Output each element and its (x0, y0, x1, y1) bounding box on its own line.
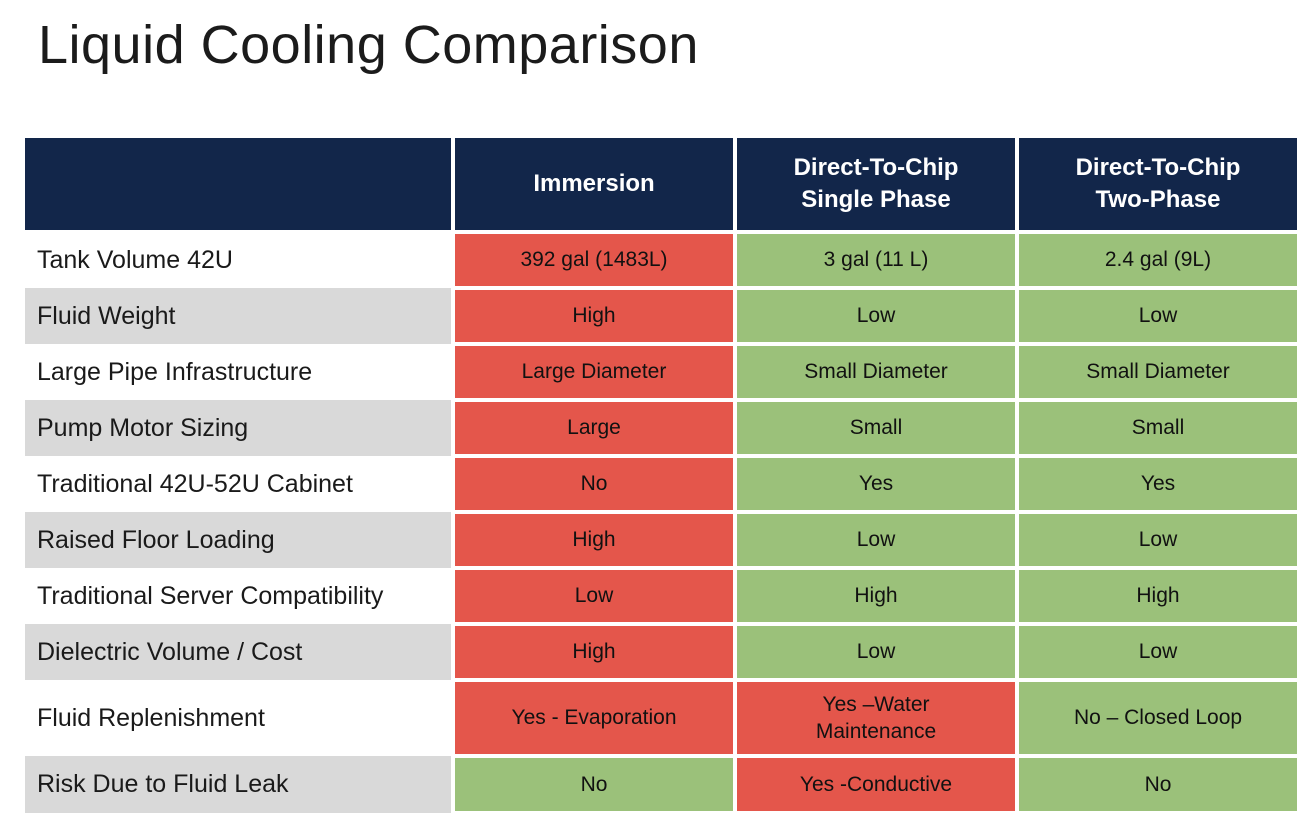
row-label: Traditional Server Compatibility (25, 568, 451, 624)
value-cell: Low (1019, 514, 1297, 566)
header-cell-blank (25, 138, 451, 230)
header-cell-dtc-two-phase: Direct-To-Chip Two-Phase (1019, 138, 1297, 230)
value-cell: Small (1019, 402, 1297, 454)
value-cell: Low (1019, 290, 1297, 342)
header-cell-immersion: Immersion (455, 138, 733, 230)
value-cell: High (455, 626, 733, 678)
row-label: Risk Due to Fluid Leak (25, 756, 451, 813)
table-row: Traditional Server Compatibility Low Hig… (25, 568, 1297, 624)
value-cell: No (455, 458, 733, 510)
value-cell: Low (737, 290, 1015, 342)
value-cell: Low (455, 570, 733, 622)
comparison-table: Immersion Direct-To-Chip Single Phase Di… (25, 138, 1297, 813)
table-row: Raised Floor Loading High Low Low (25, 512, 1297, 568)
table-row: Dielectric Volume / Cost High Low Low (25, 624, 1297, 680)
value-cell: Small (737, 402, 1015, 454)
row-label: Large Pipe Infrastructure (25, 344, 451, 400)
value-cell: Low (737, 626, 1015, 678)
value-cell: 2.4 gal (9L) (1019, 234, 1297, 286)
value-cell: Large Diameter (455, 346, 733, 398)
value-cell: 3 gal (11 L) (737, 234, 1015, 286)
table-row: Large Pipe Infrastructure Large Diameter… (25, 344, 1297, 400)
row-label: Fluid Weight (25, 288, 451, 344)
value-cell: High (737, 570, 1015, 622)
table-row: Fluid Weight High Low Low (25, 288, 1297, 344)
value-cell: Yes -Conductive (737, 758, 1015, 811)
row-label: Dielectric Volume / Cost (25, 624, 451, 680)
page-title: Liquid Cooling Comparison (38, 15, 699, 75)
row-label: Pump Motor Sizing (25, 400, 451, 456)
table-row: Pump Motor Sizing Large Small Small (25, 400, 1297, 456)
value-cell: Yes –Water Maintenance (737, 682, 1015, 754)
value-cell: No (455, 758, 733, 811)
table-row: Traditional 42U-52U Cabinet No Yes Yes (25, 456, 1297, 512)
value-cell: Yes (1019, 458, 1297, 510)
value-cell: Yes (737, 458, 1015, 510)
table-row: Tank Volume 42U 392 gal (1483L) 3 gal (1… (25, 232, 1297, 288)
value-cell: Small Diameter (1019, 346, 1297, 398)
value-cell: Small Diameter (737, 346, 1015, 398)
header-cell-dtc-single-phase: Direct-To-Chip Single Phase (737, 138, 1015, 230)
value-cell: High (455, 514, 733, 566)
value-cell: No (1019, 758, 1297, 811)
table-header-row: Immersion Direct-To-Chip Single Phase Di… (25, 138, 1297, 232)
value-cell: Large (455, 402, 733, 454)
table-row: Risk Due to Fluid Leak No Yes -Conductiv… (25, 756, 1297, 813)
table-row: Fluid Replenishment Yes - Evaporation Ye… (25, 680, 1297, 756)
value-cell: Yes - Evaporation (455, 682, 733, 754)
value-cell: Low (737, 514, 1015, 566)
row-label: Fluid Replenishment (25, 680, 451, 756)
value-cell: Low (1019, 626, 1297, 678)
value-cell: High (455, 290, 733, 342)
row-label: Tank Volume 42U (25, 232, 451, 288)
row-label: Traditional 42U-52U Cabinet (25, 456, 451, 512)
value-cell: No – Closed Loop (1019, 682, 1297, 754)
row-label: Raised Floor Loading (25, 512, 451, 568)
value-cell: High (1019, 570, 1297, 622)
value-cell: 392 gal (1483L) (455, 234, 733, 286)
